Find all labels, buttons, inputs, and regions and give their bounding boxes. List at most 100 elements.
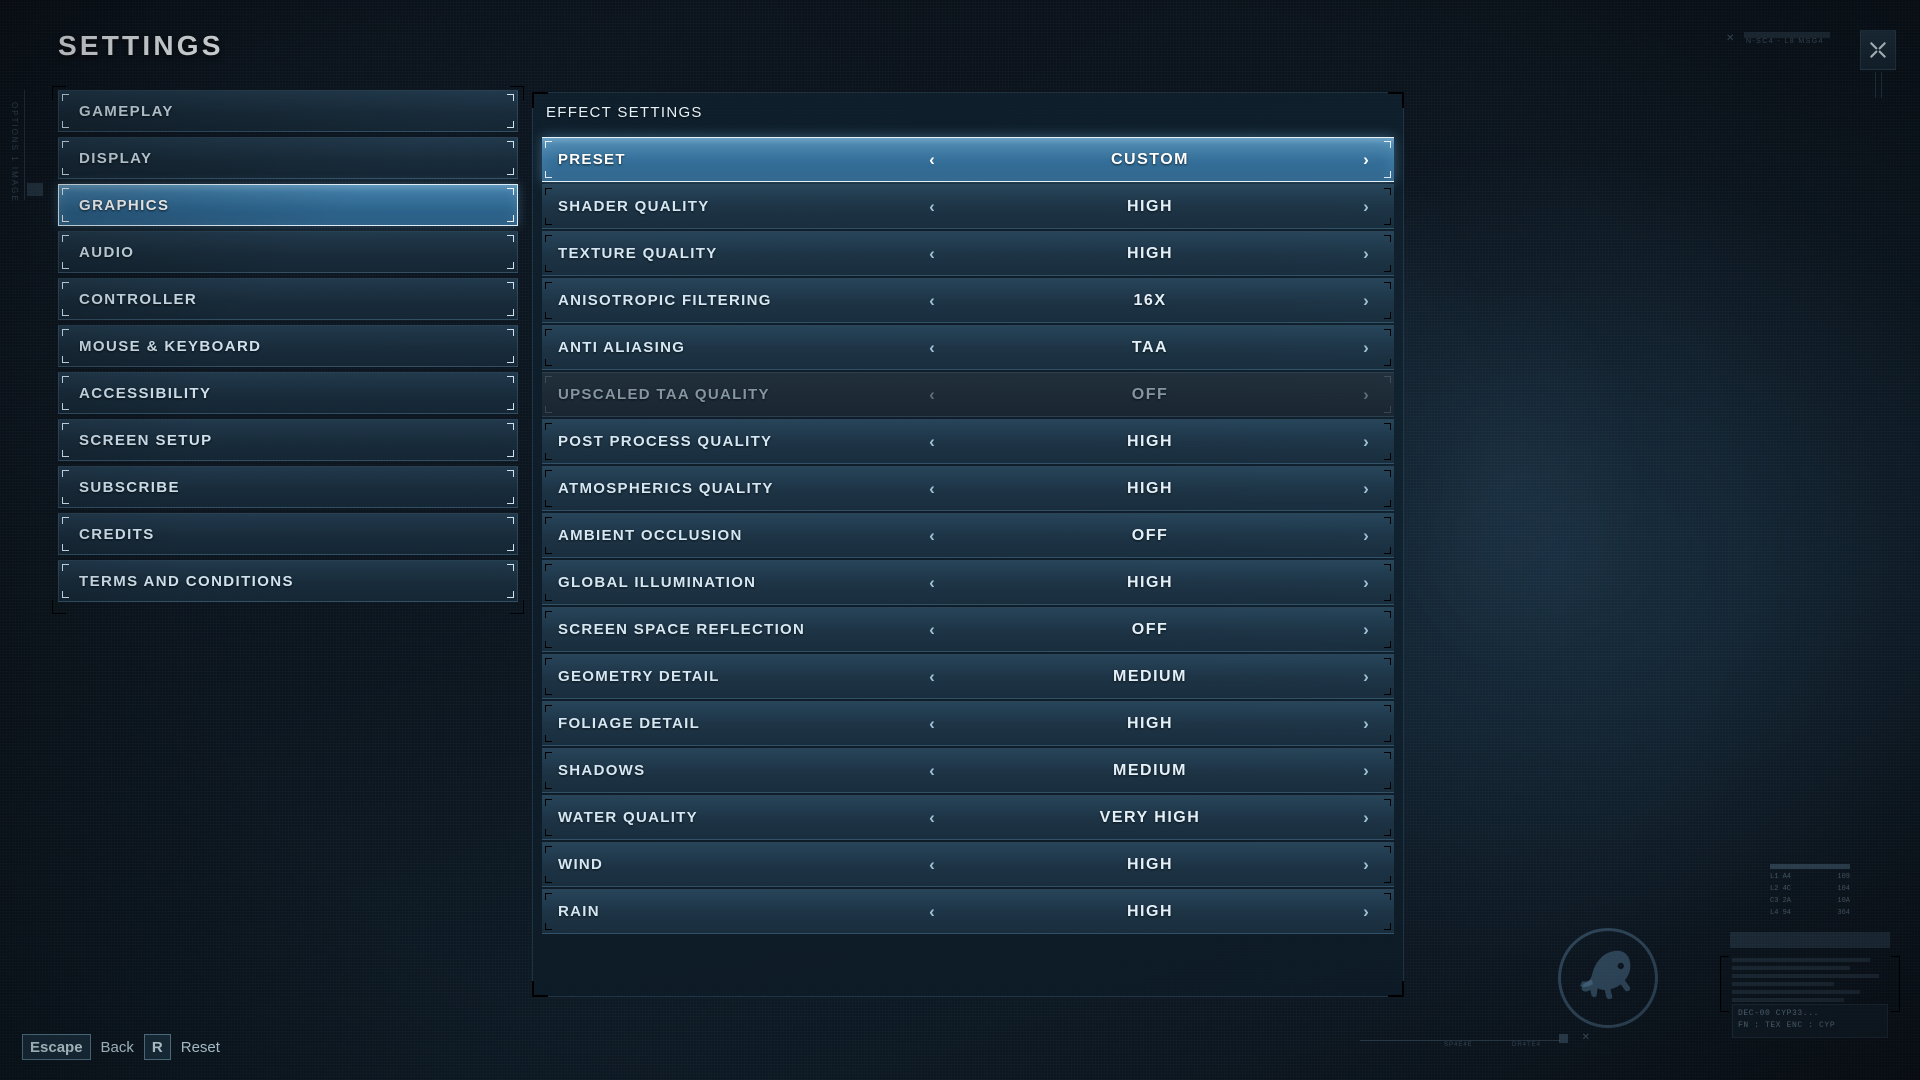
decrement-arrow-icon[interactable]: ‹ (929, 620, 935, 639)
setting-row-screen-space-reflection[interactable]: SCREEN SPACE REFLECTION ‹ OFF › (542, 607, 1394, 652)
close-icon (1870, 42, 1886, 58)
setting-row-water-quality[interactable]: WATER QUALITY ‹ VERY HIGH › (542, 795, 1394, 840)
setting-row-anti-aliasing[interactable]: ANTI ALIASING ‹ TAA › (542, 325, 1394, 370)
hud-cell-right: 10A (1837, 897, 1850, 906)
increment-arrow-icon[interactable]: › (1363, 432, 1369, 451)
setting-row-wind[interactable]: WIND ‹ HIGH › (542, 842, 1394, 887)
hud-cell-left: L1 A4 (1770, 873, 1792, 882)
decrement-arrow-icon[interactable]: ‹ (929, 667, 935, 686)
setting-label-global-illumination: GLOBAL ILLUMINATION (558, 574, 757, 591)
close-button[interactable] (1860, 30, 1896, 70)
increment-arrow-icon[interactable]: › (1363, 197, 1369, 216)
increment-arrow-icon[interactable]: › (1363, 291, 1369, 310)
setting-row-shader-quality[interactable]: SHADER QUALITY ‹ HIGH › (542, 184, 1394, 229)
page-title: SETTINGS (58, 30, 224, 61)
setting-row-geometry-detail[interactable]: GEOMETRY DETAIL ‹ MEDIUM › (542, 654, 1394, 699)
increment-arrow-icon[interactable]: › (1363, 244, 1369, 263)
setting-label-post-process-quality: POST PROCESS QUALITY (558, 433, 773, 450)
decrement-arrow-icon[interactable]: ‹ (929, 479, 935, 498)
decrement-arrow-icon[interactable]: ‹ (929, 291, 935, 310)
sidebar-item-terms-and-conditions[interactable]: TERMS AND CONDITIONS (58, 560, 518, 602)
increment-arrow-icon[interactable]: › (1363, 714, 1369, 733)
hud-cell-left: L2 4C (1770, 885, 1792, 894)
setting-value-geometry-detail: MEDIUM (1113, 667, 1187, 685)
setting-value-rain: HIGH (1127, 902, 1173, 920)
sidebar-item-controller[interactable]: CONTROLLER (58, 278, 518, 320)
increment-arrow-icon[interactable]: › (1363, 761, 1369, 780)
hud-readout-panel: DEC-00 CYP33... FN : TEX ENC : CYP (1712, 932, 1902, 1040)
hud-readout-line-2: FN : TEX ENC : CYP (1738, 1021, 1836, 1031)
sidebar-item-graphics[interactable]: GRAPHICS (58, 184, 518, 226)
decrement-arrow-icon[interactable]: ‹ (929, 714, 935, 733)
sidebar-item-mouse-keyboard[interactable]: MOUSE & KEYBOARD (58, 325, 518, 367)
decrement-arrow-icon[interactable]: ‹ (929, 855, 935, 874)
setting-label-water-quality: WATER QUALITY (558, 809, 698, 826)
decrement-arrow-icon[interactable]: ‹ (929, 338, 935, 357)
setting-value-preset: CUSTOM (1110, 150, 1190, 168)
hint-action-back: Back (100, 1038, 134, 1056)
setting-value-ambient-occlusion: OFF (1131, 526, 1169, 544)
panel-header-title: EFFECT SETTINGS (546, 103, 703, 121)
sidebar-item-audio[interactable]: AUDIO (58, 231, 518, 273)
decrement-arrow-icon[interactable]: ‹ (929, 432, 935, 451)
setting-row-shadows[interactable]: SHADOWS ‹ MEDIUM › (542, 748, 1394, 793)
sidebar-item-subscribe[interactable]: SUBSCRIBE (58, 466, 518, 508)
setting-row-global-illumination[interactable]: GLOBAL ILLUMINATION ‹ HIGH › (542, 560, 1394, 605)
sidebar-item-accessibility[interactable]: ACCESSIBILITY (58, 372, 518, 414)
sidebar-item-label: MOUSE & KEYBOARD (79, 337, 262, 355)
setting-row-atmospherics-quality[interactable]: ATMOSPHERICS QUALITY ‹ HIGH › (542, 466, 1394, 511)
setting-label-atmospherics-quality: ATMOSPHERICS QUALITY (558, 480, 774, 497)
setting-row-anisotropic-filtering[interactable]: ANISOTROPIC FILTERING ‹ 16X › (542, 278, 1394, 323)
decrement-arrow-icon[interactable]: ‹ (929, 244, 935, 263)
bottom-strip-text-2: DR4TE4 (1512, 1042, 1542, 1048)
increment-arrow-icon[interactable]: › (1363, 479, 1369, 498)
setting-value-post-process-quality: HIGH (1127, 432, 1173, 450)
decor-stem-1 (1881, 72, 1882, 98)
setting-row-texture-quality[interactable]: TEXTURE QUALITY ‹ HIGH › (542, 231, 1394, 276)
sidebar-item-screen-setup[interactable]: SCREEN SETUP (58, 419, 518, 461)
sidebar-decor-block (27, 183, 43, 196)
decrement-arrow-icon[interactable]: ‹ (929, 902, 935, 921)
setting-value-anisotropic-filtering: 16X (1133, 291, 1167, 309)
setting-value-foliage-detail: HIGH (1127, 714, 1173, 732)
increment-arrow-icon[interactable]: › (1363, 855, 1369, 874)
sidebar-decor-text: OPTIONS 1 IMAGE (10, 102, 19, 203)
increment-arrow-icon[interactable]: › (1363, 526, 1369, 545)
decrement-arrow-icon[interactable]: ‹ (929, 573, 935, 592)
setting-label-shadows: SHADOWS (558, 762, 646, 779)
setting-row-foliage-detail[interactable]: FOLIAGE DETAIL ‹ HIGH › (542, 701, 1394, 746)
setting-row-preset[interactable]: PRESET ‹ CUSTOM › (542, 137, 1394, 182)
key-escape[interactable]: Escape (22, 1034, 91, 1060)
hud-cell-right: 109 (1837, 873, 1850, 882)
key-r[interactable]: R (143, 1034, 171, 1060)
increment-arrow-icon[interactable]: › (1363, 573, 1369, 592)
setting-value-atmospherics-quality: HIGH (1127, 479, 1173, 497)
hud-cell-left: C3 2A (1770, 897, 1792, 906)
increment-arrow-icon[interactable]: › (1363, 620, 1369, 639)
setting-label-texture-quality: TEXTURE QUALITY (558, 245, 718, 262)
setting-row-ambient-occlusion[interactable]: AMBIENT OCCLUSION ‹ OFF › (542, 513, 1394, 558)
decrement-arrow-icon[interactable]: ‹ (929, 761, 935, 780)
increment-arrow-icon[interactable]: › (1363, 667, 1369, 686)
decrement-arrow-icon[interactable]: ‹ (929, 526, 935, 545)
setting-label-preset: PRESET (558, 151, 626, 168)
sidebar-item-label: TERMS AND CONDITIONS (79, 572, 294, 590)
increment-arrow-icon[interactable]: › (1363, 902, 1369, 921)
decrement-arrow-icon[interactable]: ‹ (929, 150, 935, 169)
sidebar-item-label: GRAPHICS (79, 196, 170, 214)
sidebar-item-credits[interactable]: CREDITS (58, 513, 518, 555)
increment-arrow-icon[interactable]: › (1363, 808, 1369, 827)
decrement-arrow-icon[interactable]: ‹ (929, 197, 935, 216)
setting-label-anisotropic-filtering: ANISOTROPIC FILTERING (558, 292, 772, 309)
increment-arrow-icon[interactable]: › (1363, 150, 1369, 169)
hud-table-row: C3 2A 10A (1770, 896, 1850, 908)
sidebar-item-display[interactable]: DISPLAY (58, 137, 518, 179)
decrement-arrow-icon: ‹ (929, 385, 935, 404)
sidebar-item-gameplay[interactable]: GAMEPLAY (58, 90, 518, 132)
setting-row-post-process-quality[interactable]: POST PROCESS QUALITY ‹ HIGH › (542, 419, 1394, 464)
increment-arrow-icon[interactable]: › (1363, 338, 1369, 357)
setting-label-geometry-detail: GEOMETRY DETAIL (558, 668, 720, 685)
decrement-arrow-icon[interactable]: ‹ (929, 808, 935, 827)
setting-label-wind: WIND (558, 856, 604, 873)
setting-row-rain[interactable]: RAIN ‹ HIGH › (542, 889, 1394, 934)
